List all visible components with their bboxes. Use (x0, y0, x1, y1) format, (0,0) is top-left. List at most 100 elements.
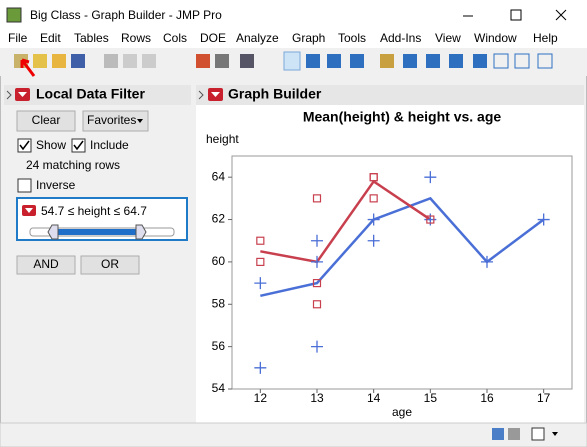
point-plus (311, 255, 323, 268)
matching-rows: 24 matching rows (26, 158, 120, 172)
tool-icon[interactable] (403, 54, 417, 68)
point-square (369, 173, 378, 182)
x-tick-label: 16 (480, 391, 494, 405)
clear-button[interactable] (16, 110, 76, 132)
app-icon (6, 7, 22, 23)
include-label: Include (90, 138, 129, 152)
y-tick-label: 54 (212, 381, 226, 395)
tool-icon[interactable] (52, 54, 66, 68)
slider-handle[interactable] (135, 224, 147, 240)
or-label: OR (101, 257, 119, 271)
point-square (312, 300, 322, 309)
menu-item[interactable]: Analyze (236, 31, 279, 45)
status-icon[interactable] (508, 428, 520, 440)
mean-line (260, 179, 432, 264)
dropdown-arrow (552, 432, 558, 436)
slider-range (56, 229, 140, 235)
x-tick-label: 13 (310, 391, 324, 405)
status-icon[interactable] (531, 427, 545, 441)
point-plus (537, 213, 550, 226)
graph-title: Graph Builder (228, 86, 322, 102)
inverse-checkbox[interactable] (17, 178, 32, 193)
tool-icon[interactable] (283, 51, 301, 71)
dropdown-arrow (137, 119, 143, 123)
menu-item[interactable]: Edit (40, 31, 61, 45)
menu-item[interactable]: Rows (121, 31, 151, 45)
plot: 54 56 58 60 62 64 12 13 14 15 16 17 (212, 169, 551, 405)
point-plus (254, 361, 267, 374)
point-square (256, 236, 265, 245)
menu-item[interactable]: Cols (163, 31, 187, 45)
tool-icon[interactable] (71, 54, 85, 68)
point-square (312, 194, 322, 203)
tool-icon[interactable] (104, 54, 118, 68)
and-label: AND (33, 257, 59, 271)
slider-handle[interactable] (47, 224, 59, 240)
y-tick-label: 60 (212, 254, 226, 268)
menu-item[interactable]: DOE (200, 31, 226, 45)
point-plus (424, 171, 437, 184)
chart-title: Mean(height) & height vs. age (303, 109, 502, 125)
point-plus (481, 255, 493, 268)
menu-item[interactable]: Graph (292, 31, 325, 45)
maximize[interactable] (510, 9, 522, 21)
title-bar (0, 0, 587, 30)
tool-icon[interactable] (240, 54, 254, 68)
menu-item[interactable]: Window (474, 31, 517, 45)
point-square (256, 257, 265, 267)
red-arrow (20, 58, 36, 77)
filter-header (4, 85, 191, 105)
filter-title: Local Data Filter (36, 86, 145, 102)
tool-icon[interactable] (196, 54, 210, 68)
x-tick-label: 12 (254, 391, 268, 405)
tool-icon[interactable] (327, 54, 341, 68)
and-button[interactable] (16, 255, 76, 275)
disclosure[interactable] (198, 90, 204, 100)
menu-item[interactable]: Help (533, 31, 558, 45)
show-label: Show (36, 138, 66, 152)
status-bar (0, 422, 587, 447)
x-tick-label: 17 (537, 391, 551, 405)
point-plus (254, 277, 267, 290)
favorites-dropdown[interactable] (82, 110, 149, 132)
point-plus (311, 340, 323, 353)
or-button[interactable] (80, 255, 140, 275)
point-square (312, 278, 322, 288)
menu-item[interactable]: View (435, 31, 461, 45)
graph-header (196, 85, 584, 105)
red-triangle-icon (25, 208, 33, 213)
x-tick-label: 14 (367, 391, 381, 405)
y-tick-label: 56 (212, 339, 226, 353)
tool-icon[interactable] (537, 53, 553, 69)
y-tick-label: 64 (212, 169, 226, 183)
menu-item[interactable]: Tools (338, 31, 366, 45)
menu-item[interactable]: Tables (74, 31, 109, 45)
status-icon[interactable] (492, 428, 504, 440)
mean-line (260, 196, 545, 298)
tool-icon[interactable] (514, 53, 530, 69)
plot-frame (231, 155, 573, 390)
tool-icon[interactable] (123, 54, 137, 68)
tool-icon[interactable] (493, 53, 509, 69)
point-square (426, 215, 435, 224)
tool-icon[interactable] (473, 54, 487, 68)
menu-bar (0, 30, 587, 48)
favorites-label: Favorites (87, 113, 136, 127)
point-plus (311, 234, 323, 247)
point-plus (367, 213, 380, 226)
clear-label: Clear (32, 113, 61, 127)
tool-icon[interactable] (426, 54, 440, 68)
tool-icon[interactable] (215, 54, 229, 68)
tool-icon[interactable] (33, 54, 47, 68)
y-tick-label: 58 (212, 296, 226, 310)
tool-icon[interactable] (306, 54, 320, 68)
menu-item[interactable]: File (8, 31, 28, 45)
close[interactable] (555, 9, 567, 21)
disclosure[interactable] (6, 90, 12, 100)
tool-icon[interactable] (380, 54, 394, 68)
tool-icon[interactable] (350, 54, 364, 68)
tool-icon[interactable] (449, 54, 463, 68)
tool-icon[interactable] (142, 54, 156, 68)
menu-item[interactable]: Add-Ins (380, 31, 421, 45)
